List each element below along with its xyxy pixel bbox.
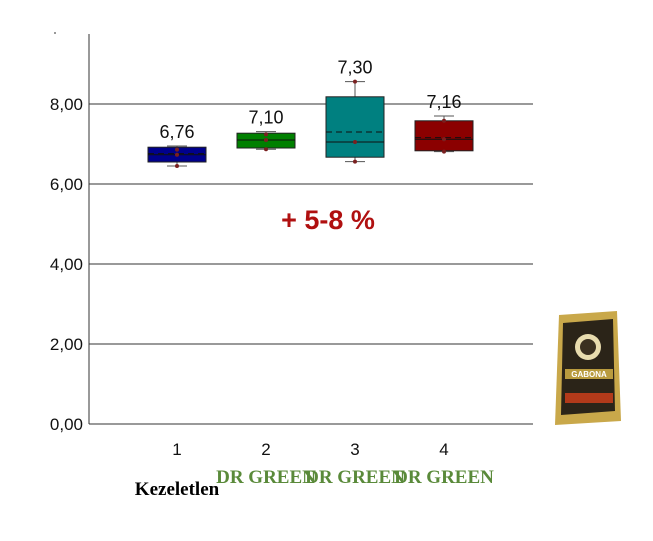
x-tick-label: 1 — [172, 440, 181, 459]
data-point — [264, 138, 268, 142]
data-point — [175, 164, 179, 168]
x-tick-label: 3 — [350, 440, 359, 459]
mean-label: 7,10 — [248, 108, 283, 128]
data-point — [353, 159, 357, 164]
gridlines — [89, 103, 533, 345]
y-tick-label: 8,00 — [50, 95, 83, 114]
box-group: 7,10 — [236, 108, 296, 152]
box-group: 7,16 — [414, 92, 474, 154]
tick-labels: 0,00 2,00 4,00 6,00 8,00 1 2 3 4 — [50, 95, 449, 459]
axes — [54, 32, 533, 425]
data-point — [175, 147, 179, 152]
data-point — [264, 132, 268, 137]
y-tick-label: 0,00 — [50, 415, 83, 434]
category-name-label: Kezeletlen — [134, 479, 220, 500]
svg-text:GABONA: GABONA — [571, 370, 607, 379]
product-bag-image: GABONA — [553, 309, 623, 432]
data-point — [353, 79, 357, 84]
annotation-text: + 5-8 % — [281, 205, 375, 235]
y-tick-label: 2,00 — [50, 335, 83, 354]
mean-label: 6,76 — [159, 122, 194, 142]
boxes: 6,76 7,10 7,30 7,16 — [147, 58, 474, 168]
data-point — [264, 147, 268, 152]
mean-label: 7,30 — [337, 58, 372, 78]
data-point — [175, 152, 179, 157]
data-point — [442, 137, 446, 142]
y-tick-label: 6,00 — [50, 175, 83, 194]
category-name-label: DR GREEN — [216, 467, 316, 488]
mean-label: 7,16 — [426, 92, 461, 112]
box — [414, 120, 474, 152]
data-point — [442, 118, 446, 123]
y-tick-label: 4,00 — [50, 255, 83, 274]
data-point — [442, 149, 446, 154]
box-group: 6,76 — [147, 122, 207, 168]
data-point — [353, 140, 357, 144]
x-tick-label: 4 — [439, 440, 448, 459]
box-group: 7,30 — [325, 58, 385, 164]
x-tick-label: 2 — [261, 440, 270, 459]
category-name-label: DR GREEN — [305, 467, 405, 488]
box — [325, 96, 385, 158]
category-name-label: DR GREEN — [394, 467, 494, 488]
